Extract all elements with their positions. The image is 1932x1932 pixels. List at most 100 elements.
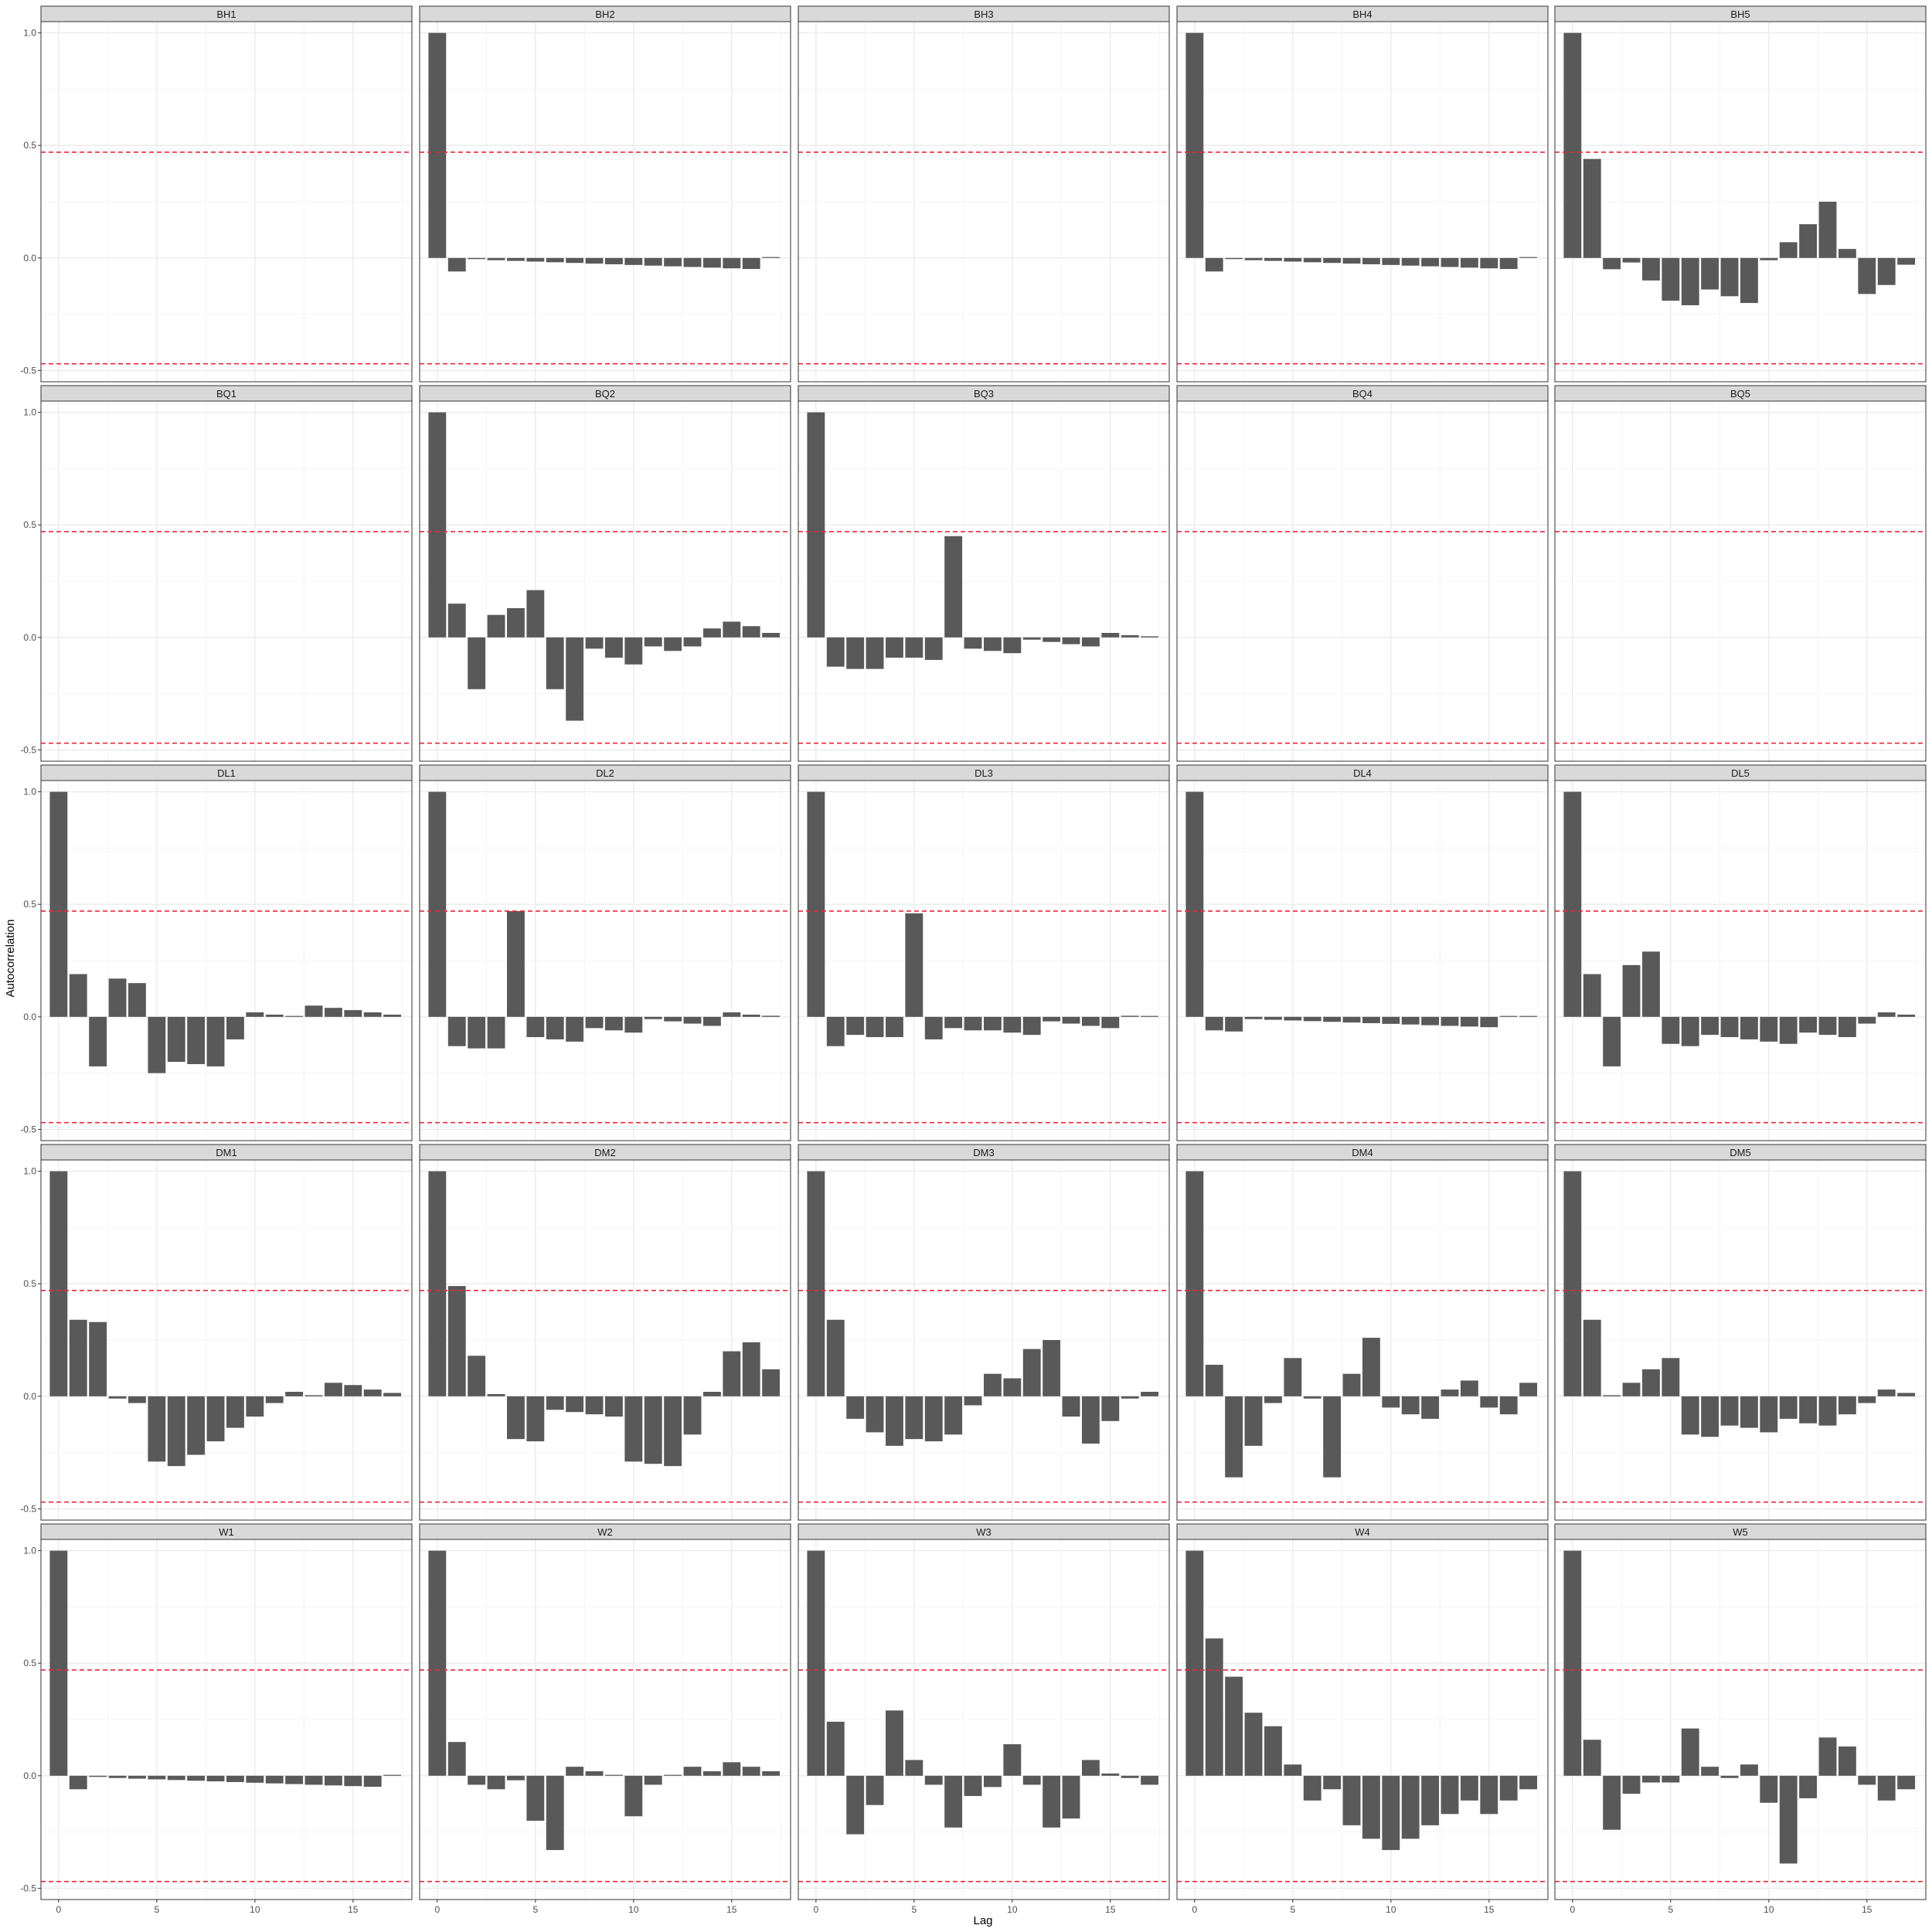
acf-bar (1897, 1014, 1916, 1017)
acf-bar (1185, 32, 1204, 258)
acf-bar (644, 257, 662, 266)
acf-bar (866, 1016, 884, 1038)
acf-bar (128, 1396, 146, 1403)
acf-bar (702, 628, 721, 638)
acf-bar (826, 1721, 845, 1776)
acf-bar (206, 1396, 225, 1442)
panel-border (419, 400, 791, 762)
acf-bar (344, 1010, 362, 1017)
facet-panel-bq5: BQ5 (1554, 385, 1927, 762)
acf-bar (1264, 257, 1282, 261)
acf-bar (585, 1396, 604, 1415)
acf-bar (128, 1775, 146, 1779)
facet-strip-label: BH2 (595, 9, 614, 20)
acf-bar (1622, 1383, 1641, 1396)
acf-bar (1838, 1016, 1856, 1038)
acf-bar (1205, 257, 1223, 272)
acf-bar (507, 257, 525, 261)
acf-bar (187, 1396, 206, 1455)
acf-bar (702, 257, 721, 268)
acf-bar (1205, 1016, 1223, 1031)
acf-bar (108, 1396, 127, 1399)
acf-bar (683, 257, 702, 267)
acf-bar (487, 614, 505, 638)
acf-bar (1101, 1016, 1120, 1029)
facet-strip-label: W3 (976, 1526, 992, 1538)
acf-bar (1382, 257, 1400, 265)
y-tick-label: 1.0 (23, 1166, 36, 1177)
acf-bar (886, 1016, 903, 1038)
acf-bar (664, 637, 682, 651)
acf-bar (1062, 1016, 1080, 1024)
facet-strip-label: W5 (1733, 1526, 1748, 1538)
acf-bar (1185, 791, 1204, 1017)
acf-bar (1440, 1016, 1459, 1026)
acf-bar (683, 1396, 702, 1435)
panel-border (419, 21, 791, 383)
facet-panel-bq2: BQ2 (419, 385, 791, 762)
acf-bar (226, 1775, 244, 1782)
acf-bar (285, 1391, 304, 1396)
acf-bar (1121, 1775, 1139, 1778)
acf-bar (265, 1775, 284, 1784)
acf-bar (944, 536, 963, 638)
y-tick-label: 0.0 (23, 1012, 36, 1022)
acf-bar (1141, 636, 1159, 638)
y-tick-label: -0.5 (20, 1124, 36, 1134)
acf-bar (546, 637, 564, 689)
acf-bar (1642, 1775, 1660, 1783)
acf-bar (1284, 1016, 1302, 1021)
acf-bar (226, 1016, 244, 1039)
acf-bar (1799, 1775, 1818, 1798)
acf-bar (1701, 1767, 1719, 1776)
panel-border (798, 1539, 1170, 1900)
x-tick-label: 0 (56, 1904, 62, 1915)
acf-bar (826, 637, 845, 667)
acf-bar (1701, 1396, 1719, 1437)
acf-bar (187, 1775, 206, 1781)
acf-bar (1818, 1016, 1837, 1036)
acf-bar (1003, 1016, 1022, 1033)
panel-border (1554, 780, 1927, 1141)
x-tick-label: 5 (1668, 1904, 1673, 1915)
acf-bar (723, 257, 741, 269)
acf-bar (1440, 1775, 1459, 1815)
acf-bar (1362, 1338, 1380, 1396)
acf-bar (964, 1016, 982, 1031)
acf-bar (905, 1396, 923, 1440)
acf-bar (1440, 1389, 1459, 1396)
acf-bar (487, 257, 505, 260)
acf-bar (886, 1710, 903, 1776)
acf-bar (624, 1396, 643, 1462)
acf-bar (1401, 1775, 1420, 1839)
acf-bar (826, 1016, 845, 1046)
acf-bar (1043, 1016, 1061, 1022)
acf-bar (1799, 1396, 1818, 1423)
acf-bar (964, 637, 982, 649)
acf-bar (468, 1775, 486, 1785)
acf-bar (304, 1005, 323, 1017)
acf-bar (383, 1774, 402, 1776)
acf-bar (265, 1014, 284, 1017)
panel-border (40, 1539, 413, 1900)
acf-bar (1284, 257, 1302, 262)
acf-bar (723, 621, 741, 638)
acf-bar (1362, 1775, 1380, 1839)
acf-bar (1622, 964, 1641, 1017)
acf-bar (1499, 1015, 1518, 1017)
acf-bar (762, 1369, 781, 1396)
acf-bar (1740, 1396, 1758, 1428)
acf-bar (428, 1171, 447, 1396)
acf-bar (762, 632, 781, 638)
acf-bar (566, 1396, 584, 1413)
acf-bar (1225, 257, 1243, 260)
acf-bar (1043, 1775, 1061, 1828)
acf-bar (964, 1396, 982, 1406)
acf-bar (1141, 1391, 1159, 1396)
acf-bar (1818, 1396, 1837, 1426)
acf-bar (1622, 257, 1641, 263)
acf-bar (1799, 1016, 1818, 1033)
acf-bar (1460, 1775, 1478, 1801)
acf-bar (1284, 1358, 1302, 1396)
x-tick-label: 10 (628, 1904, 639, 1915)
